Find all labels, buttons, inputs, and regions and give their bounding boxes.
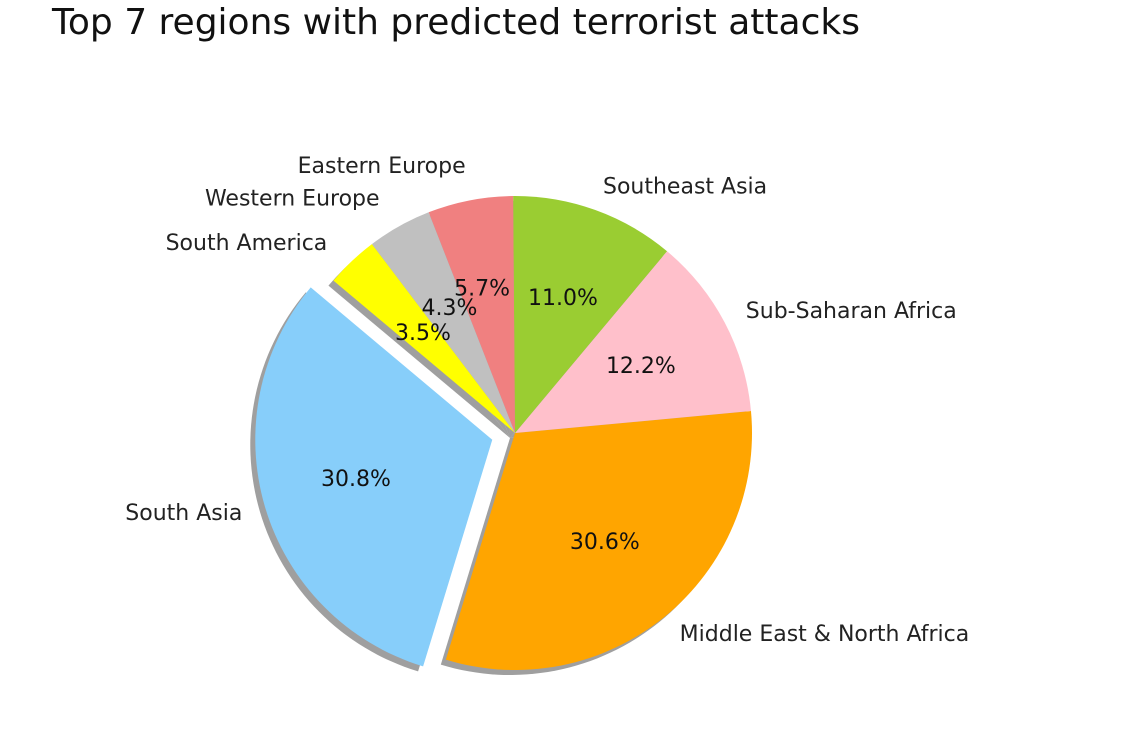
slice-eastern-europe: [428, 196, 515, 433]
slice-labels: South Asia Middle East & North Africa Sub-…: [125, 154, 969, 647]
slice-label-south-america: South America: [166, 231, 328, 256]
slice-pct-south-asia: 30.8%: [321, 467, 391, 492]
slice-pct-south-america: 3.5%: [395, 321, 451, 346]
slice-southeast-asia: [513, 196, 668, 433]
slice-label-sub-saharan-africa: Sub-Saharan Africa: [746, 299, 957, 324]
slice-pct-southeast-asia: 11.0%: [528, 286, 598, 311]
slice-south-america: [333, 244, 515, 433]
slice-label-western-europe: Western Europe: [205, 187, 380, 212]
slice-middle-east-north-africa: [445, 411, 753, 670]
slice-south-asia: [255, 287, 493, 667]
slice-percent-labels: 30.8% 30.6% 12.2% 11.0% 5.7%4.3%3.5%: [321, 276, 676, 555]
slice-label-eastern-europe: Eastern Europe: [298, 154, 466, 179]
slice-label-middle-east-north-africa: Middle East & North Africa: [680, 622, 970, 647]
slice-western-europe: [371, 212, 515, 433]
slice-sub-saharan-africa: [515, 251, 751, 433]
pie-slices: [255, 196, 753, 670]
slice-pct-eastern-europe: 5.7%: [454, 276, 510, 301]
chart-title: Top 7 regions with predicted terrorist a…: [52, 2, 860, 43]
slice-pct-middle-east-north-africa: 30.6%: [570, 530, 640, 555]
slice-pct-western-europe: 4.3%: [422, 296, 478, 321]
slice-pct-sub-saharan-africa: 12.2%: [606, 354, 676, 379]
slice-label-southeast-asia: Southeast Asia: [603, 175, 767, 200]
slice-label-south-asia: South Asia: [125, 501, 242, 526]
